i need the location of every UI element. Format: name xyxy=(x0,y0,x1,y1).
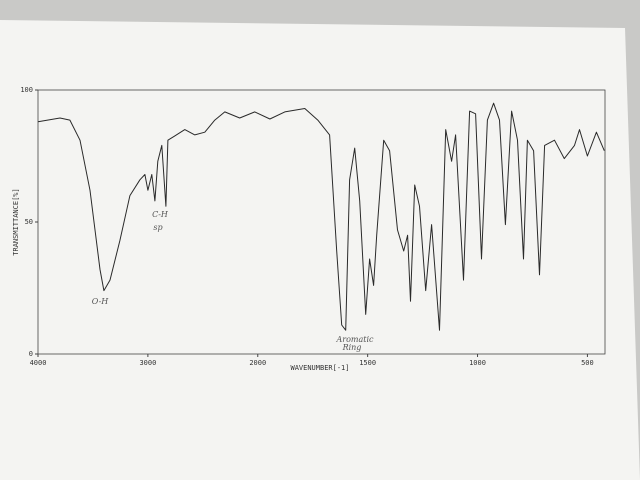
x-tick-label: 500 xyxy=(581,359,594,367)
annotation: Aromatic xyxy=(335,335,374,344)
y-axis-label: TRANSMITTANCE[%] xyxy=(12,188,20,255)
x-axis-label: WAVENUMBER[-1] xyxy=(290,364,349,372)
annotation: O-H xyxy=(92,297,110,306)
spectrum-line xyxy=(37,102,605,331)
paper xyxy=(0,20,640,480)
x-tick-label: 2000 xyxy=(249,359,266,367)
x-tick-label: 3000 xyxy=(139,359,156,367)
annotation: Ring xyxy=(342,343,362,352)
y-tick-label: 0 xyxy=(29,350,33,358)
x-tick-label: 1000 xyxy=(469,359,486,367)
x-tick-label: 1500 xyxy=(359,359,376,367)
y-tick-label: 100 xyxy=(20,86,33,94)
y-tick-label: 50 xyxy=(25,218,33,226)
x-tick-label: 4000 xyxy=(30,359,47,367)
annotation: C-H xyxy=(152,210,169,219)
annotation: sp xyxy=(153,223,162,232)
